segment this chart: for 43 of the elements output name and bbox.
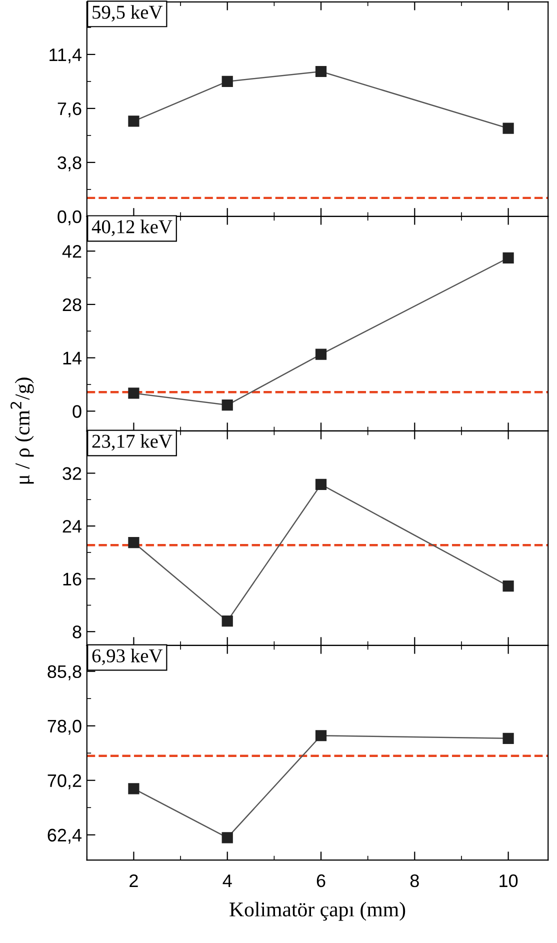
point [128, 536, 140, 548]
point [128, 116, 140, 127]
y-tick-label: 0 [72, 405, 82, 418]
y-tick-label: 85,8 [48, 665, 82, 680]
point [315, 348, 327, 360]
y-tick-label: 11,4 [50, 48, 82, 64]
x-axis-title: Kolimatör çapı (mm) [230, 902, 406, 921]
point [222, 76, 233, 88]
point [222, 616, 233, 627]
point [315, 730, 327, 742]
point [222, 399, 233, 411]
x-tick-label: 8 [410, 874, 419, 888]
point [222, 832, 233, 844]
chart-title: 6,93 keV [92, 648, 163, 666]
y-tick-label: 70,2 [48, 774, 82, 790]
y-tick-label: 8 [72, 626, 82, 638]
y-tick-label: 3,8 [58, 156, 82, 172]
y-tick-label: 42 [62, 245, 82, 258]
y-tick-label: 14 [63, 352, 82, 364]
chart-title: 59,5 keV [92, 5, 163, 22]
point [315, 66, 327, 78]
chart-title: 40,12 keV [92, 220, 172, 236]
y-tick-label: 28 [62, 298, 82, 312]
point [502, 580, 514, 592]
point [315, 478, 327, 490]
point [128, 783, 140, 794]
x-tick-label: 2 [130, 874, 138, 887]
y-tick-label: 78,0 [48, 720, 82, 735]
point [502, 252, 514, 264]
y-tick-label: 7,6 [58, 102, 82, 118]
x-tick-label: 10 [500, 874, 518, 888]
y-tick-label: 62,4 [48, 828, 82, 844]
x-tick-label: 4 [222, 874, 232, 887]
point [502, 122, 514, 134]
chart-title: 23,17 keV [92, 434, 172, 451]
x-tick-label: 6 [316, 874, 326, 888]
point [502, 732, 514, 744]
y-tick-label: 0,0 [58, 210, 82, 226]
y-tick-label: 24 [62, 520, 82, 533]
y-tick-label: 32 [62, 467, 82, 480]
y-axis-title: μ / ρ (cm$^{2}$/g) [10, 378, 34, 484]
point [128, 388, 140, 399]
y-tick-label: 16 [63, 572, 82, 586]
